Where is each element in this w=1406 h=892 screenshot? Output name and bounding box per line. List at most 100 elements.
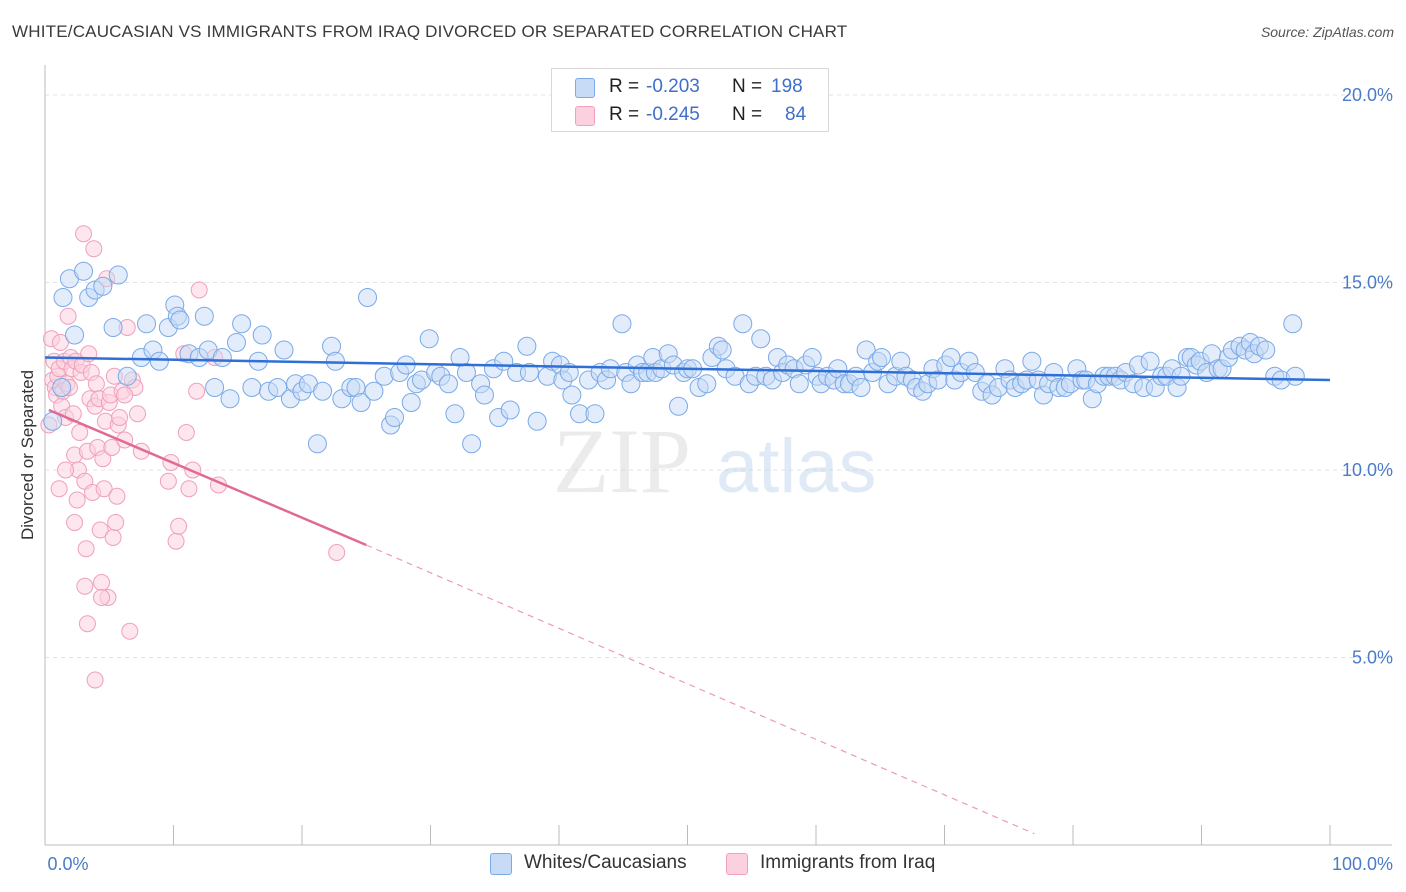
iraq-point — [71, 424, 89, 441]
white-point — [137, 314, 157, 334]
white-point — [438, 374, 458, 394]
white-point — [1283, 314, 1303, 334]
white-point — [456, 363, 476, 382]
iraq-point — [75, 225, 93, 243]
white-point — [103, 318, 123, 337]
legend-swatch-whites — [575, 78, 595, 98]
white-point — [242, 378, 262, 397]
x-tick-label: 100.0% — [1332, 854, 1393, 874]
white-point — [226, 333, 246, 352]
y-axis-label: Divorced or Separated — [18, 370, 37, 540]
watermark-atlas: atlas — [716, 424, 877, 509]
white-point — [669, 396, 689, 416]
white-point — [621, 374, 641, 394]
white-point — [517, 336, 537, 356]
watermark-zip: ZIP — [553, 410, 691, 512]
iraq-point — [93, 589, 111, 606]
legend-stats: R = -0.203 N = 198 R = -0.245 N = 84 — [551, 68, 829, 132]
iraq-point — [91, 521, 109, 539]
iraq-point — [87, 375, 105, 393]
legend-label-iraq: Immigrants from Iraq — [760, 852, 936, 873]
r-value: -0.245 — [646, 104, 700, 125]
axes — [44, 65, 1392, 846]
n-label: N = — [732, 76, 763, 97]
iraq-point — [57, 461, 75, 479]
white-point — [364, 381, 384, 401]
iraq-point — [59, 307, 77, 325]
iraq-point — [51, 334, 69, 351]
tick-labels: 5.0% 10.0% 15.0% 20.0% 0.0% 100.0% — [47, 85, 1393, 874]
legend-label-whites: Whites/Caucasians — [524, 852, 687, 873]
iraq-point — [104, 529, 122, 546]
white-point — [751, 329, 771, 349]
r-value: -0.203 — [646, 76, 700, 97]
white-point — [519, 363, 539, 382]
white-point — [527, 411, 547, 431]
white-point — [733, 314, 753, 334]
y-tick-label: 15.0% — [1342, 273, 1393, 293]
iraq-point — [129, 405, 147, 423]
white-point — [445, 404, 465, 424]
white-point — [170, 310, 190, 330]
white-point — [194, 306, 214, 326]
iraq-point — [188, 382, 206, 400]
legend-swatch-whites — [490, 853, 512, 875]
y-tick-label: 5.0% — [1352, 648, 1393, 668]
white-point — [117, 366, 137, 386]
white-point — [851, 378, 871, 397]
white-point — [53, 288, 73, 307]
white-point — [462, 434, 482, 454]
chart-title: WHITE/CAUCASIAN VS IMMIGRANTS FROM IRAQ … — [12, 22, 848, 41]
iraq-point — [116, 386, 134, 404]
white-point — [385, 408, 405, 427]
white-point — [401, 393, 421, 412]
iraq-point — [68, 491, 86, 509]
white-point — [358, 288, 378, 307]
white-point — [274, 340, 294, 360]
white-point — [268, 378, 288, 397]
legend-row-iraq: R = -0.245 N = 84 — [552, 101, 828, 129]
iraq-point — [180, 480, 198, 498]
r-label: R = — [609, 104, 640, 125]
iraq-point — [86, 671, 104, 689]
iraq-point — [76, 577, 94, 595]
iraq-point — [95, 480, 113, 498]
white-point — [500, 400, 520, 420]
x-tick-label: 0.0% — [47, 854, 88, 874]
white-point — [65, 325, 85, 345]
white-point — [585, 404, 605, 424]
y-tick-label: 20.0% — [1342, 85, 1393, 105]
iraq-point — [103, 439, 121, 456]
white-point — [351, 393, 371, 412]
trend-line-iraq-extrapolated — [366, 544, 1035, 835]
white-point — [1022, 351, 1042, 371]
n-value: 198 — [771, 76, 803, 97]
iraq-point — [107, 514, 125, 531]
white-point — [1256, 340, 1276, 360]
iraq-point — [328, 544, 346, 561]
iraq-point — [78, 615, 96, 633]
white-point — [52, 378, 72, 397]
iraq-point — [50, 480, 68, 498]
white-point — [1285, 366, 1305, 386]
iraq-point — [85, 240, 103, 258]
r-label: R = — [609, 76, 640, 97]
iraq-point — [77, 540, 95, 558]
iraq-point — [108, 487, 126, 505]
white-point — [313, 381, 333, 401]
white-point — [93, 276, 113, 296]
white-point — [712, 340, 732, 360]
legend-row-whites: R = -0.203 N = 198 — [552, 73, 828, 101]
white-point — [612, 314, 632, 334]
iraq-point — [111, 409, 129, 426]
iraq-point — [94, 450, 112, 468]
white-point — [872, 348, 892, 367]
white-point — [74, 261, 94, 281]
iraq-point — [121, 622, 139, 640]
iraq-point — [93, 574, 111, 591]
white-point — [856, 340, 876, 360]
iraq-point — [170, 517, 188, 535]
white-point — [205, 378, 225, 397]
legend-swatch-iraq — [726, 853, 748, 875]
